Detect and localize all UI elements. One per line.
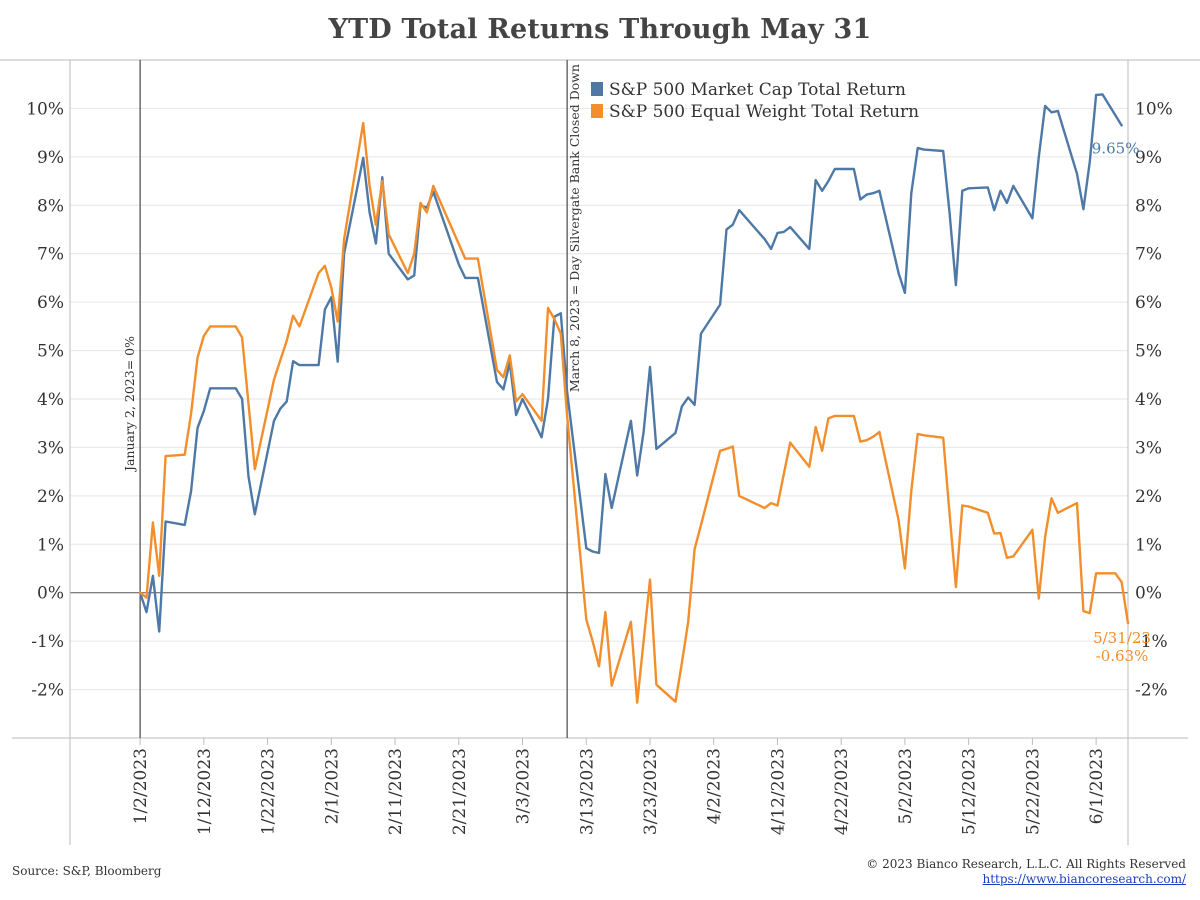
y-tick-label-left: 7% <box>37 245 64 265</box>
x-tick-label: 4/22/2023 <box>832 748 852 835</box>
y-tick-label-right: 8% <box>1135 196 1162 216</box>
event-line-label: March 8, 2023 = Day Silvergate Bank Clos… <box>567 64 582 392</box>
y-tick-label-left: 5% <box>37 342 64 362</box>
y-tick-label-left: 3% <box>37 438 64 458</box>
y-tick-label-right: -1% <box>1135 632 1168 652</box>
series-lines <box>138 93 1130 704</box>
website-link[interactable]: https://www.biancoresearch.com/ <box>982 872 1186 886</box>
x-tick-label: 5/22/2023 <box>1023 748 1043 835</box>
annotation-equal-weight-value: -0.63% <box>1096 647 1149 665</box>
x-tick-label: 2/11/2023 <box>386 748 406 835</box>
x-tick-label: 1/2/2023 <box>131 748 151 824</box>
y-tick-label-right: 7% <box>1135 245 1162 265</box>
y-tick-label-right: 4% <box>1135 390 1162 410</box>
x-tick-label: 6/1/2023 <box>1087 748 1107 824</box>
market-cap-series-line <box>138 93 1123 633</box>
legend-swatch-equal-weight <box>591 104 603 118</box>
y-tick-label-left: 2% <box>37 487 64 507</box>
y-tick-label-left: 4% <box>37 390 64 410</box>
y-tick-label-right: 3% <box>1135 438 1162 458</box>
y-tick-label-right: 6% <box>1135 293 1162 313</box>
x-tick-label: 5/12/2023 <box>960 748 980 835</box>
y-tick-label-right: 1% <box>1135 535 1162 555</box>
y-axis-right-labels: -2% -1% 0% 1% 2% 3% 4% 5% 6% 7% 8% 9% 10% <box>1135 99 1173 700</box>
legend-swatch-market-cap <box>591 82 603 96</box>
x-tick-label: 4/12/2023 <box>768 748 788 835</box>
y-tick-label-left: 6% <box>37 293 64 313</box>
annotation-market-cap-value: 9.65% <box>1092 139 1140 157</box>
y-tick-label-right: 9% <box>1135 148 1162 168</box>
legend-label-market-cap: S&P 500 Market Cap Total Return <box>609 80 906 100</box>
y-tick-label-right: -2% <box>1135 681 1168 701</box>
y-tick-label-left: 9% <box>37 148 64 168</box>
legend-label-equal-weight: S&P 500 Equal Weight Total Return <box>609 102 919 122</box>
x-tick-label: 3/3/2023 <box>514 748 534 824</box>
chart-frame <box>0 59 1200 845</box>
source-note: Source: S&P, Bloomberg <box>12 864 162 878</box>
y-tick-label-right: 5% <box>1135 342 1162 362</box>
x-axis-labels: 1/2/2023 1/12/2023 1/22/2023 2/1/2023 2/11/2… <box>131 738 1107 835</box>
event-line-label: January 2, 2023= 0% <box>122 336 137 473</box>
y-tick-label-left: 0% <box>37 584 64 604</box>
x-tick-label: 1/22/2023 <box>259 748 279 835</box>
grid-lines <box>70 107 1128 691</box>
y-tick-label-left: 8% <box>37 196 64 216</box>
annotation-equal-weight-date: 5/31/23 <box>1093 629 1151 647</box>
annotations: 9.65% 5/31/23-0.63% <box>1092 139 1151 665</box>
x-tick-label: 2/1/2023 <box>322 748 342 824</box>
y-tick-label-right: 2% <box>1135 487 1162 507</box>
equal-weight-series-line <box>138 121 1130 704</box>
x-tick-label: 2/21/2023 <box>450 748 470 835</box>
y-tick-label-right: 10% <box>1135 99 1173 119</box>
x-tick-label: 5/2/2023 <box>896 748 916 824</box>
y-tick-label-left: -1% <box>31 632 64 652</box>
x-tick-label: 1/12/2023 <box>195 748 215 835</box>
y-tick-label-left: 10% <box>26 99 64 119</box>
y-tick-label-left: -2% <box>31 681 64 701</box>
x-tick-label: 3/13/2023 <box>577 748 597 835</box>
y-tick-label-left: 1% <box>37 535 64 555</box>
chart-title: YTD Total Returns Through May 31 <box>328 14 872 45</box>
x-tick-label: 4/2/2023 <box>705 748 725 824</box>
y-tick-label-right: 0% <box>1135 584 1162 604</box>
copyright-block: © 2023 Bianco Research, L.L.C. All Right… <box>866 857 1186 887</box>
y-axis-left-labels: -2% -1% 0% 1% 2% 3% 4% 5% 6% 7% 8% 9% 10% <box>26 99 64 700</box>
x-tick-label: 3/23/2023 <box>641 748 661 835</box>
copyright-text: © 2023 Bianco Research, L.L.C. All Right… <box>866 857 1186 871</box>
